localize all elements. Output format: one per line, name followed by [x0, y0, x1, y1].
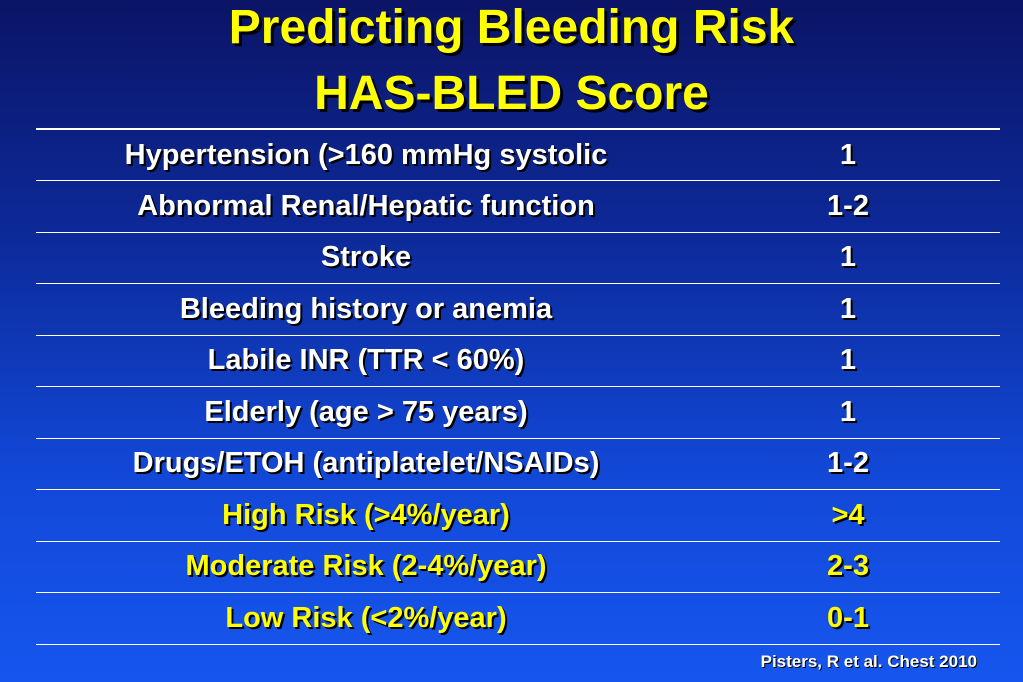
risk-score: 0-1: [696, 592, 1000, 645]
criterion-score: 1: [696, 232, 1000, 284]
table-row: Hypertension (>160 mmHg systolic 1: [36, 128, 1000, 181]
criterion-label: Stroke: [36, 232, 696, 284]
slide-subtitle: HAS-BLED Score: [314, 67, 709, 120]
criterion-score: 1: [696, 386, 1000, 439]
has-bled-table: Hypertension (>160 mmHg systolic 1 Abnor…: [36, 128, 1000, 645]
criterion-label: Elderly (age > 75 years): [36, 386, 696, 439]
criterion-label: Hypertension (>160 mmHg systolic: [36, 128, 696, 181]
table-row: Drugs/ETOH (antiplatelet/NSAIDs) 1-2: [36, 438, 1000, 490]
risk-row-moderate: Moderate Risk (2-4%/year) 2-3: [36, 541, 1000, 593]
risk-row-low: Low Risk (<2%/year) 0-1: [36, 592, 1000, 645]
slide-title: Predicting Bleeding Risk: [228, 1, 795, 54]
table-row: Labile INR (TTR < 60%) 1: [36, 335, 1000, 387]
risk-score: 2-3: [696, 541, 1000, 593]
criterion-score: 1: [696, 128, 1000, 181]
table-row: Elderly (age > 75 years) 1: [36, 386, 1000, 439]
table-row: Bleeding history or anemia 1: [36, 283, 1000, 336]
risk-row-high: High Risk (>4%/year) >4: [36, 489, 1000, 542]
criterion-score: 1: [696, 283, 1000, 336]
criterion-label: Abnormal Renal/Hepatic function: [36, 180, 696, 233]
criterion-score: 1: [696, 335, 1000, 387]
table-row: Abnormal Renal/Hepatic function 1-2: [36, 180, 1000, 233]
criterion-label: Bleeding history or anemia: [36, 283, 696, 336]
criterion-label: Labile INR (TTR < 60%): [36, 335, 696, 387]
risk-label: High Risk (>4%/year): [36, 489, 696, 542]
citation: Pisters, R et al. Chest 2010: [760, 652, 977, 671]
criterion-score: 1-2: [696, 438, 1000, 490]
criterion-label: Drugs/ETOH (antiplatelet/NSAIDs): [36, 438, 696, 490]
risk-label: Low Risk (<2%/year): [36, 592, 696, 645]
risk-score: >4: [696, 489, 1000, 542]
table-row: Stroke 1: [36, 232, 1000, 284]
criterion-score: 1-2: [696, 180, 1000, 233]
risk-label: Moderate Risk (2-4%/year): [36, 541, 696, 593]
